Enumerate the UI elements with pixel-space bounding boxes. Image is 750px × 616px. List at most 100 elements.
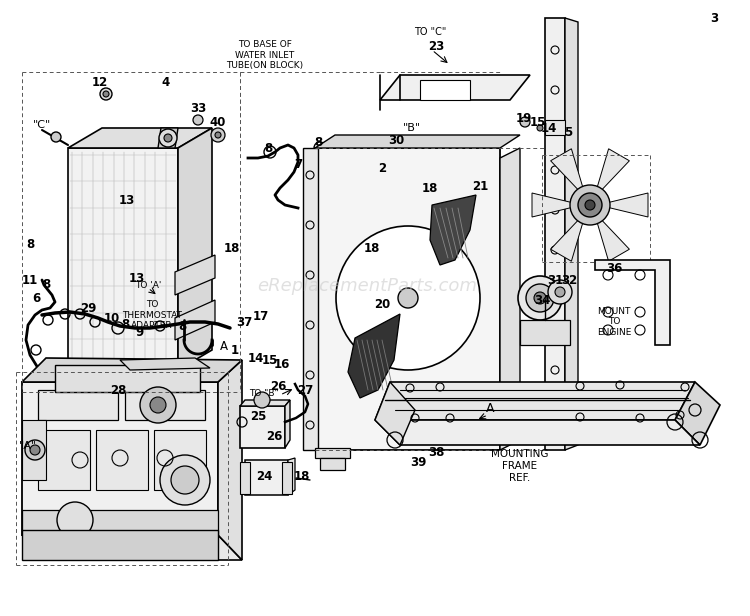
Polygon shape <box>22 382 218 535</box>
Polygon shape <box>282 462 292 494</box>
Text: 27: 27 <box>297 384 314 397</box>
Text: 15: 15 <box>530 116 546 129</box>
Text: 8: 8 <box>314 137 322 150</box>
Text: 18: 18 <box>422 182 438 195</box>
Circle shape <box>520 117 530 127</box>
Text: 31: 31 <box>547 274 563 286</box>
Polygon shape <box>565 18 578 450</box>
Bar <box>154 430 206 490</box>
Circle shape <box>140 387 176 423</box>
Polygon shape <box>420 80 470 100</box>
Polygon shape <box>120 358 210 370</box>
Text: 13: 13 <box>129 272 146 285</box>
Text: MOUNTING
FRAME
REF.: MOUNTING FRAME REF. <box>491 450 549 482</box>
Text: eReplacementParts.com: eReplacementParts.com <box>257 277 478 296</box>
Polygon shape <box>550 212 586 261</box>
Circle shape <box>100 88 112 100</box>
Circle shape <box>537 125 543 131</box>
Circle shape <box>171 466 199 494</box>
Text: "B": "B" <box>403 123 421 133</box>
Text: 9: 9 <box>136 325 144 339</box>
Polygon shape <box>245 460 288 495</box>
Text: "A": "A" <box>19 441 37 451</box>
Text: 32: 32 <box>561 274 578 286</box>
Circle shape <box>25 440 45 460</box>
Bar <box>545 420 565 435</box>
Polygon shape <box>320 458 345 470</box>
Circle shape <box>150 397 166 413</box>
Polygon shape <box>125 390 205 420</box>
Text: 28: 28 <box>110 384 126 397</box>
Text: A: A <box>220 339 228 352</box>
Polygon shape <box>594 149 629 198</box>
Polygon shape <box>675 382 720 445</box>
Text: 34: 34 <box>534 293 550 307</box>
Circle shape <box>193 115 203 125</box>
Text: 3: 3 <box>710 12 718 25</box>
Text: 10: 10 <box>104 312 120 325</box>
Polygon shape <box>175 255 215 295</box>
Circle shape <box>534 292 546 304</box>
Polygon shape <box>375 382 415 445</box>
Text: 18: 18 <box>294 471 310 484</box>
Polygon shape <box>22 358 242 382</box>
Text: A: A <box>486 402 494 415</box>
Text: 17: 17 <box>253 309 269 323</box>
Polygon shape <box>550 149 586 198</box>
Polygon shape <box>22 530 218 560</box>
Text: 15: 15 <box>262 354 278 367</box>
Polygon shape <box>178 128 212 370</box>
Circle shape <box>336 226 480 370</box>
Polygon shape <box>285 400 290 448</box>
Polygon shape <box>520 320 570 345</box>
Text: 23: 23 <box>427 39 444 52</box>
Text: 33: 33 <box>190 102 206 115</box>
Text: 2: 2 <box>378 161 386 174</box>
Polygon shape <box>218 360 242 560</box>
Text: 26: 26 <box>270 379 286 392</box>
Text: 12: 12 <box>92 76 108 89</box>
Circle shape <box>159 129 177 147</box>
Text: TO "C": TO "C" <box>414 27 446 37</box>
Polygon shape <box>288 458 295 495</box>
Polygon shape <box>375 382 695 420</box>
Polygon shape <box>240 462 250 494</box>
Polygon shape <box>240 400 290 406</box>
Text: 14: 14 <box>541 121 557 134</box>
Text: 1: 1 <box>231 344 239 357</box>
Polygon shape <box>315 448 350 458</box>
Polygon shape <box>380 75 530 100</box>
Polygon shape <box>22 510 218 535</box>
Polygon shape <box>240 406 285 448</box>
Text: 39: 39 <box>410 455 426 469</box>
Polygon shape <box>595 260 670 345</box>
Circle shape <box>215 132 221 138</box>
Polygon shape <box>68 128 212 148</box>
Text: 8: 8 <box>26 238 34 251</box>
Polygon shape <box>348 314 400 398</box>
Text: 14: 14 <box>248 352 264 365</box>
Polygon shape <box>430 195 476 265</box>
Polygon shape <box>594 212 629 261</box>
Bar <box>38 430 90 490</box>
Text: "C": "C" <box>33 120 51 130</box>
Text: 18: 18 <box>364 241 380 254</box>
Text: 6: 6 <box>32 291 40 304</box>
Text: 38: 38 <box>427 445 444 458</box>
Text: 13: 13 <box>118 193 135 206</box>
Polygon shape <box>375 420 700 445</box>
Polygon shape <box>38 390 118 420</box>
Text: 8: 8 <box>121 317 129 331</box>
Text: 37: 37 <box>236 315 252 328</box>
Text: 29: 29 <box>80 301 96 315</box>
Circle shape <box>211 128 225 142</box>
Bar <box>545 120 565 135</box>
Text: TO "B": TO "B" <box>249 389 279 397</box>
Polygon shape <box>303 148 318 450</box>
Text: 8: 8 <box>42 278 50 291</box>
Text: 36: 36 <box>606 262 622 275</box>
Circle shape <box>518 276 562 320</box>
Text: 5: 5 <box>564 126 572 139</box>
Circle shape <box>585 200 595 210</box>
Text: 30: 30 <box>388 134 404 147</box>
